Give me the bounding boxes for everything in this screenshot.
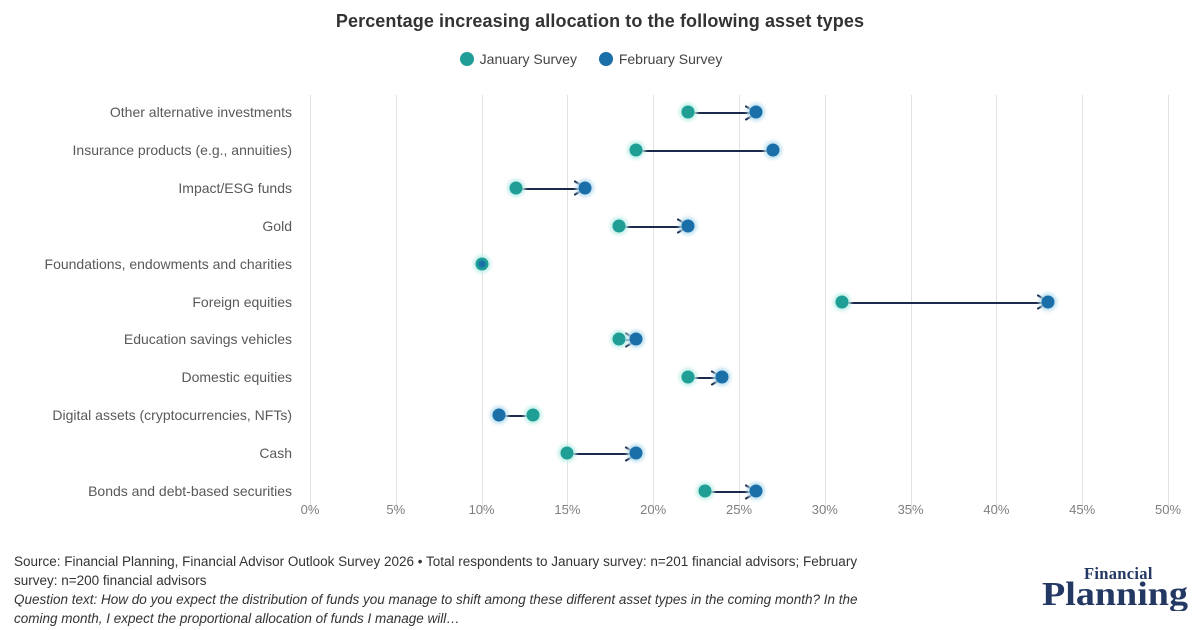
svg-text:Planning: Planning	[1042, 576, 1188, 611]
